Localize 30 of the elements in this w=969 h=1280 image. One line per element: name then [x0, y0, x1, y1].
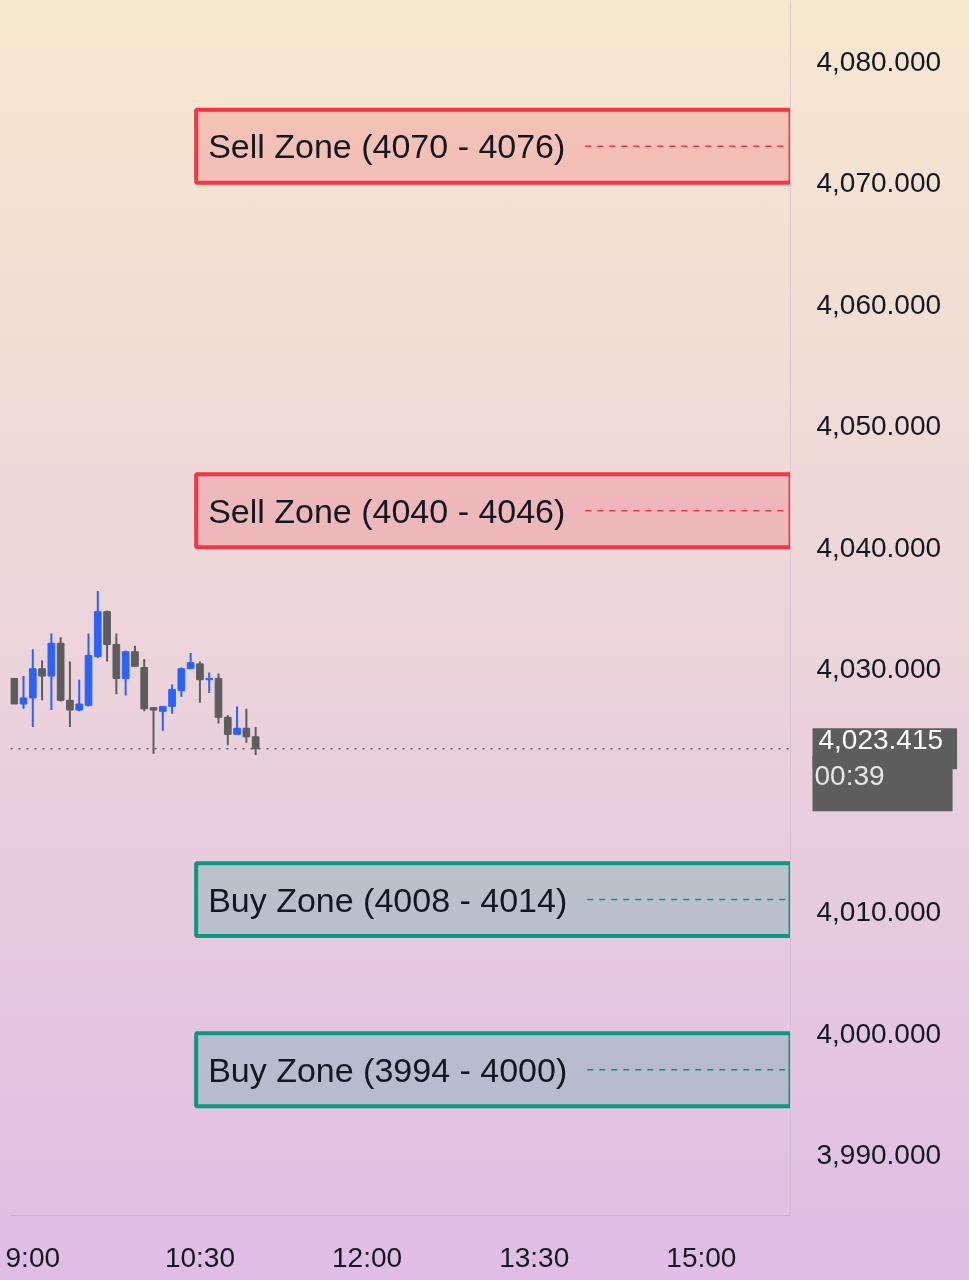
candlestick [131, 644, 139, 668]
candlestick [38, 659, 46, 702]
x-tick-label: 10:30 [164, 1241, 235, 1273]
y-tick-label: 4,000.000 [816, 1017, 942, 1049]
y-tick-label: 4,060.000 [816, 288, 942, 320]
band-label: Sell Zone (4070 - 4076) [208, 127, 566, 166]
band-label: Sell Zone (4040 - 4046) [208, 491, 566, 530]
y-tick-label: 4,080.000 [816, 45, 942, 77]
x-tick-label: 15:00 [666, 1241, 737, 1273]
candlestick [233, 705, 241, 736]
text: 00:39 [814, 760, 885, 792]
y-tick-label: 4,070.000 [816, 167, 942, 199]
y-tick-label: 3,990.000 [816, 1139, 942, 1171]
candlestick [66, 660, 74, 729]
y-tick-label: 4,030.000 [816, 653, 942, 685]
x-tick-label: 9:00 [5, 1241, 61, 1273]
x-tick-label: 13:30 [499, 1241, 570, 1273]
y-tick-label: 4,040.000 [816, 531, 942, 563]
candlestick [242, 707, 251, 744]
candlestick [75, 678, 84, 713]
ref-line-label: 4,023.415 [818, 724, 944, 756]
candlestick [205, 671, 214, 695]
candlestick [196, 660, 204, 704]
band-label: Buy Zone (4008 - 4014) [208, 880, 568, 919]
y-tick-label: 4,050.000 [816, 410, 942, 442]
candlestick [19, 675, 28, 710]
candlestick [223, 713, 232, 747]
y-tick-label: 4,010.000 [816, 896, 942, 928]
band-label: Buy Zone (3994 - 4000) [208, 1050, 568, 1089]
x-tick-label: 12:00 [332, 1241, 403, 1273]
